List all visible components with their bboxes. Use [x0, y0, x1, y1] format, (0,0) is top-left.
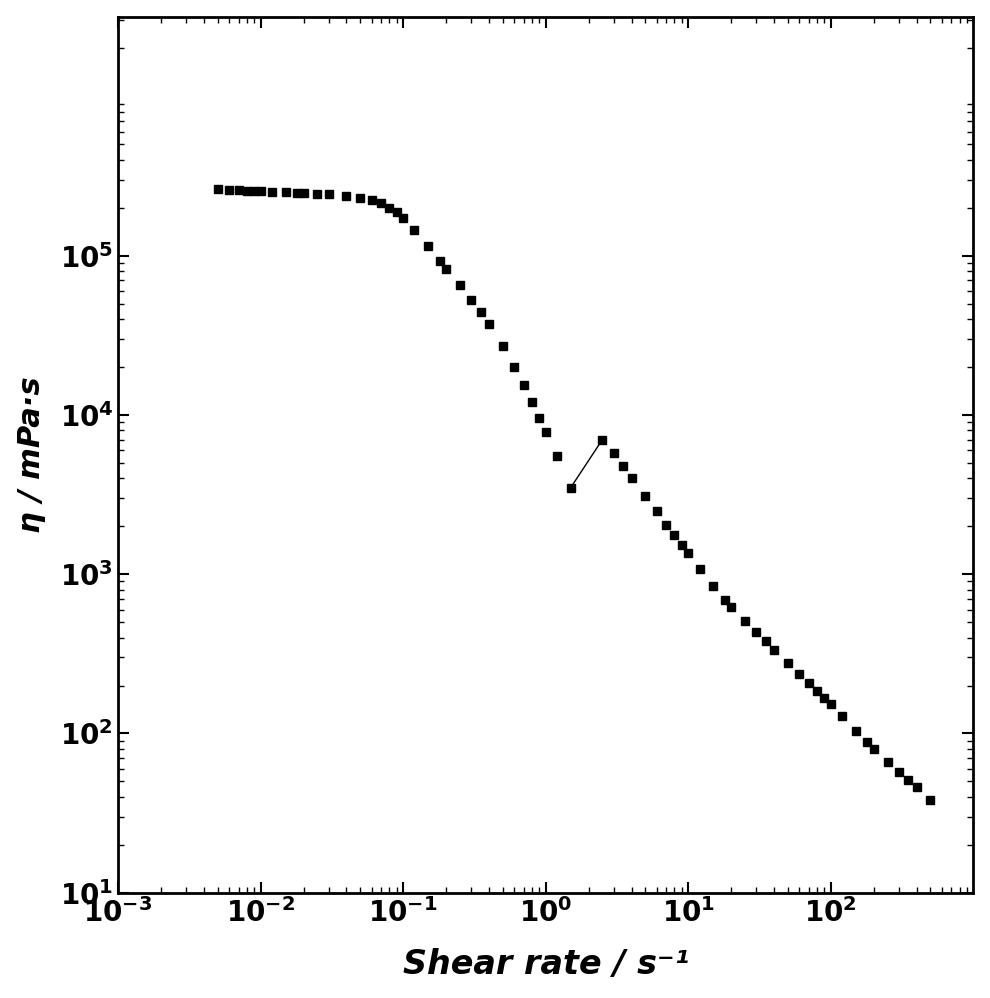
X-axis label: Shear rate / s⁻¹: Shear rate / s⁻¹: [403, 948, 689, 981]
Y-axis label: η / mPa·s: η / mPa·s: [17, 376, 46, 533]
